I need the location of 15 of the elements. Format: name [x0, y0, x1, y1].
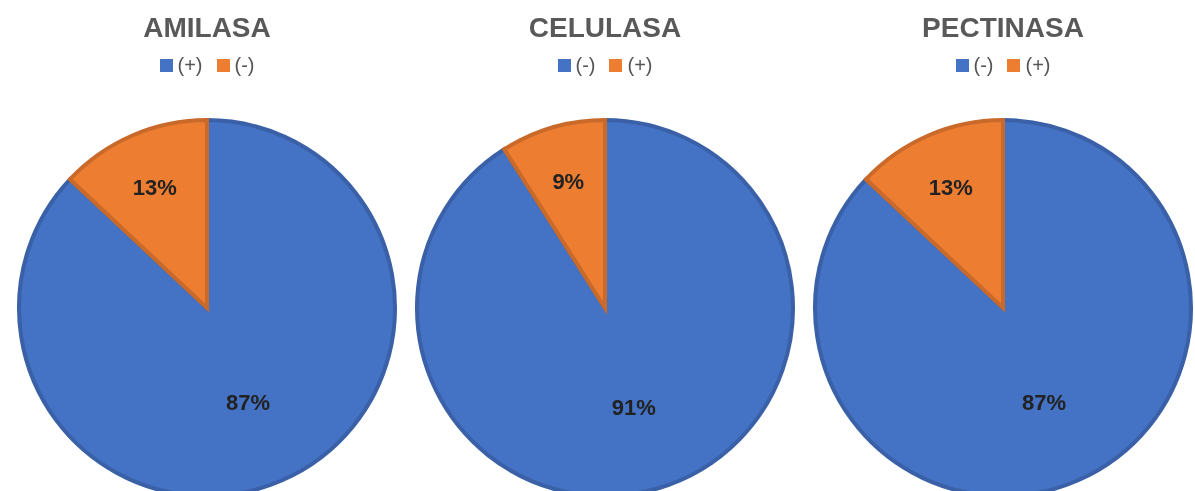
data-label: 9% — [552, 169, 585, 195]
data-label: 13% — [132, 174, 177, 200]
slice-label: (-) — [575, 53, 596, 77]
data-label: 13% — [928, 174, 973, 200]
legend-label: (+) — [1025, 53, 1051, 77]
chart-title: AMILASA — [142, 11, 272, 45]
slice-label: (+) — [177, 53, 203, 77]
data-label: 87% — [226, 390, 271, 416]
legend-label: (-) — [234, 53, 255, 77]
chart-title: CELULASA — [527, 11, 683, 45]
data-label: 91% — [611, 394, 656, 420]
slice-label: (-) — [973, 53, 994, 77]
legend-label: (+) — [627, 53, 653, 77]
data-label: 87% — [1022, 390, 1067, 416]
chart-title: PECTINASA — [921, 11, 1085, 45]
